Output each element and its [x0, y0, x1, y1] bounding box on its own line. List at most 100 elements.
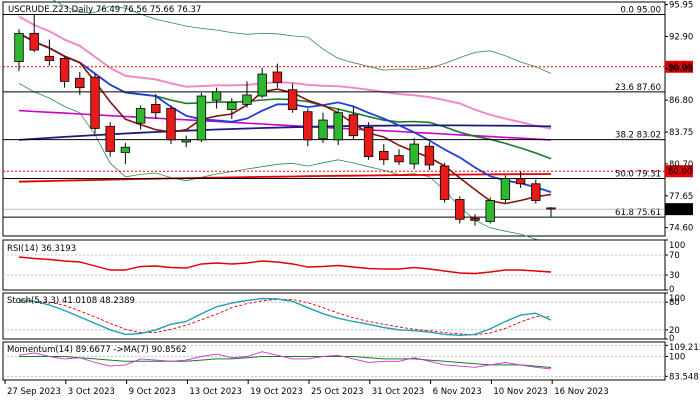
red-moving-average-line [18, 173, 552, 183]
candle-body [546, 207, 556, 210]
price-levels: 0.0 95.00 23.6 87.60 38.2 83.02 50.0 79.31 6… [3, 6, 665, 218]
fib-level-label: 50.0 79.31 [615, 169, 661, 179]
rsi-panel: RSI(14) 36.3193 [2, 239, 666, 291]
date-axis-label: 16 Nov 2023 [554, 387, 608, 397]
rsi-lines [3, 254, 665, 276]
candle-body [59, 58, 70, 82]
price-panel: 0.0 95.00 23.6 87.60 38.2 83.02 50.0 79.31 6… [2, 0, 666, 245]
momentum-line [18, 351, 552, 370]
date-axis-label: 19 Oct 2023 [250, 387, 303, 397]
candle-body [318, 119, 328, 140]
date-axis-label: 27 Sep 2023 [7, 387, 61, 397]
price-panel-header: USCRUDE.Z23,Daily 76.49 76.56 75.66 76.3… [8, 5, 201, 15]
rsi-axis-tick-label: 100 [669, 241, 685, 251]
brown-moving-average-line [18, 32, 552, 205]
stoch-axis-tick-label: 100 [669, 294, 685, 304]
candle-body [287, 89, 298, 110]
candle-body [485, 200, 495, 222]
price-axis-tick-label: 95.95 [669, 1, 693, 11]
resistance-price-tag [665, 60, 693, 73]
candle-body [105, 125, 115, 152]
price-axis-tick-label: 92.90 [669, 32, 693, 42]
candle-body [363, 126, 374, 158]
momentum-ma-line [19, 356, 552, 368]
fib-level-label: 23.6 87.60 [615, 83, 661, 93]
price-axis-tick-label: 77.65 [669, 192, 693, 202]
momentum-axis: 109.2137100 83.548 [665, 343, 700, 382]
momentum-panel-frame [2, 341, 666, 381]
date-axis-label: 9 Oct 2023 [129, 387, 176, 397]
momentum-label: Momentum(14) 89.6677 ->MA(7) 90.8562 [7, 345, 187, 355]
price-axis-tick-label: 83.75 [669, 128, 693, 138]
resistance-price-tag-label: 90.00 [668, 63, 692, 73]
stoch-panel: Stoch(5,3,3) 41.0108 48.2389 [2, 292, 666, 340]
candle-body [227, 101, 237, 110]
candle-body [333, 112, 343, 141]
stoch-k-line [18, 297, 552, 337]
momentum-axis-tick-label: 83.548 [669, 372, 699, 382]
pink-moving-average-line [18, 15, 552, 130]
rsi-axis-tick-label: 0 [669, 285, 674, 295]
price-candles [14, 14, 556, 226]
candle-body [257, 73, 267, 97]
candle-body [181, 139, 191, 143]
stoch-axis-tick-label: 20 [669, 326, 680, 336]
date-axis: 27 Sep 2023 3 Oct 2023 9 Oct 2023 13 Oct 20… [4, 380, 609, 397]
rsi-line [18, 256, 552, 275]
price-axis-tick-label: 80.70 [669, 160, 693, 170]
candle-body [379, 150, 389, 161]
stoch-axis-tick-label: 80 [669, 298, 680, 308]
current-price-tag [665, 203, 693, 216]
candle-body [500, 178, 511, 200]
candle-body [348, 114, 359, 137]
stoch-label: Stoch(5,3,3) 41.0108 48.2389 [7, 296, 135, 306]
bollinger-upper-line [52, 0, 552, 74]
stoch-d-line [18, 298, 552, 336]
stoch-axis-tick-label: 0 [669, 334, 674, 344]
candle-body [120, 146, 131, 153]
date-axis-label: 31 Oct 2023 [372, 387, 425, 397]
fib-level-label: 0.0 95.00 [620, 6, 661, 16]
candle-body [272, 71, 283, 83]
candle-body [29, 32, 39, 51]
candle-body [135, 108, 146, 124]
rsi-label: RSI(14) 36.3193 [7, 244, 76, 254]
momentum-panel: Momentum(14) 89.6677 ->MA(7) 90.8562 [2, 341, 666, 381]
price-axis: 90.00 80.00 95.95 92.90 89.85 86.80 83.75 80.70… [665, 1, 693, 234]
current-price-tag-label: 76.37 [668, 205, 692, 215]
blue-moving-average-line [18, 32, 552, 193]
candle-body [151, 103, 161, 114]
fib-level-label: 61.8 75.61 [615, 208, 661, 218]
date-axis-label: 10 Nov 2023 [493, 387, 547, 397]
candle-body [44, 55, 55, 61]
magenta-moving-average-line [18, 109, 552, 141]
candle-body [303, 111, 313, 141]
candle-body [90, 76, 100, 129]
rsi-panel-frame [2, 239, 666, 291]
resistance-price-tag-label: 80.00 [668, 167, 692, 177]
price-axis-tick-label: 89.85 [669, 64, 693, 74]
candle-body [470, 217, 480, 221]
date-axis-label: 25 Oct 2023 [311, 387, 364, 397]
momentum-axis-tick-label: 100 [669, 352, 685, 362]
candle-body [409, 143, 419, 165]
candle-body [75, 77, 85, 89]
rsi-axis-tick-label: 30 [669, 271, 680, 281]
candle-body [424, 145, 435, 166]
rsi-axis-tick-label: 70 [669, 251, 680, 261]
date-axis-label: 3 Oct 2023 [68, 387, 115, 397]
candle-body [14, 32, 24, 62]
momentum-lines [3, 344, 665, 377]
price-axis-tick-label: 74.60 [669, 224, 693, 234]
candle-body [196, 95, 207, 141]
stoch-lines [3, 297, 665, 337]
date-axis-label: 6 Nov 2023 [433, 387, 482, 397]
price-axis-tick-label: 86.80 [669, 96, 693, 106]
candle-body [211, 91, 222, 101]
candle-body [515, 178, 526, 185]
candle-body [531, 183, 541, 201]
candle-body [394, 155, 404, 163]
